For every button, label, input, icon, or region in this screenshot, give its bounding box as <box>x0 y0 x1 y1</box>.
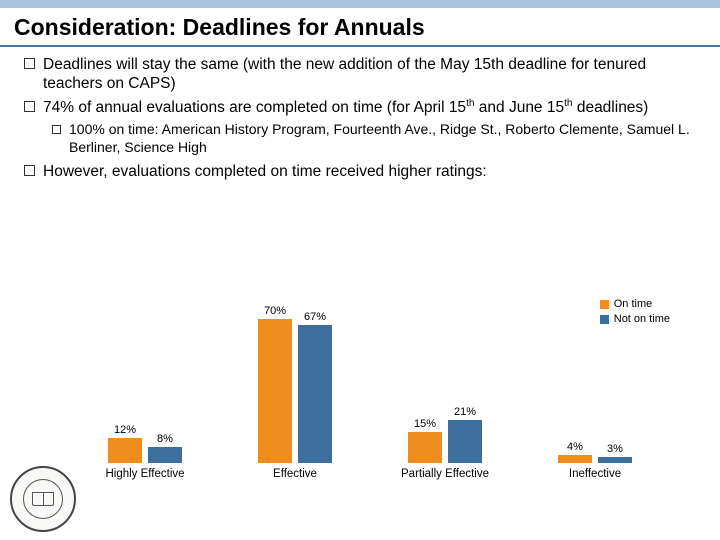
bar-label-on-time: 12% <box>108 424 142 436</box>
bar-not-on-time <box>448 420 482 463</box>
bullet-2-text: 74% of annual evaluations are completed … <box>43 98 648 117</box>
bar-label-on-time: 70% <box>258 305 292 317</box>
bar-not-on-time <box>598 457 632 463</box>
bar-not-on-time <box>298 325 332 463</box>
bullet-2-sub: 100% on time: American History Program, … <box>24 121 696 156</box>
bar-on-time <box>558 455 592 463</box>
category-label: Ineffective <box>520 468 670 480</box>
checkbox-icon <box>24 58 35 69</box>
bar-label-not-on-time: 21% <box>448 406 482 418</box>
bullet-2: 74% of annual evaluations are completed … <box>24 98 696 117</box>
bar-label-not-on-time: 3% <box>598 443 632 455</box>
category-label: Effective <box>220 468 370 480</box>
bullet-2-sub-text: 100% on time: American History Program, … <box>69 121 696 156</box>
bullet-2-mid: and June 15 <box>474 99 564 116</box>
ratings-bar-chart: On time Not on time 12%8%Highly Effectiv… <box>70 298 690 498</box>
page-title: Consideration: Deadlines for Annuals <box>0 8 720 45</box>
top-accent-bar <box>0 0 720 8</box>
bar-label-on-time: 4% <box>558 441 592 453</box>
bullet-3-text: However, evaluations completed on time r… <box>43 162 487 181</box>
chart-group: 15% 21% <box>370 298 520 463</box>
content-block: Deadlines will stay the same (with the n… <box>0 47 720 182</box>
checkbox-icon <box>24 101 35 112</box>
checkbox-icon <box>52 125 61 134</box>
bar-not-on-time <box>148 447 182 464</box>
bullet-3: However, evaluations completed on time r… <box>24 162 696 181</box>
bullet-1-text: Deadlines will stay the same (with the n… <box>43 55 696 94</box>
category-label: Partially Effective <box>370 468 520 480</box>
chart-group: 12% 8% <box>70 298 220 463</box>
bar-label-on-time: 15% <box>408 418 442 430</box>
bar-on-time <box>408 432 442 463</box>
checkbox-icon <box>24 165 35 176</box>
bar-on-time <box>258 319 292 463</box>
bullet-1: Deadlines will stay the same (with the n… <box>24 55 696 94</box>
bullet-2-post: deadlines) <box>573 99 649 116</box>
category-label: Highly Effective <box>70 468 220 480</box>
bullet-2-pre: 74% of annual evaluations are completed … <box>43 99 466 116</box>
bar-label-not-on-time: 8% <box>148 433 182 445</box>
chart-plot-area: 12%8%Highly Effective70%67%Effective15%2… <box>70 298 670 463</box>
bar-label-not-on-time: 67% <box>298 311 332 323</box>
sup-th-2: th <box>564 98 572 109</box>
bar-on-time <box>108 438 142 463</box>
chart-group: 70% 67% <box>220 298 370 463</box>
district-seal-icon <box>10 466 76 532</box>
chart-group: 4% 3% <box>520 298 670 463</box>
